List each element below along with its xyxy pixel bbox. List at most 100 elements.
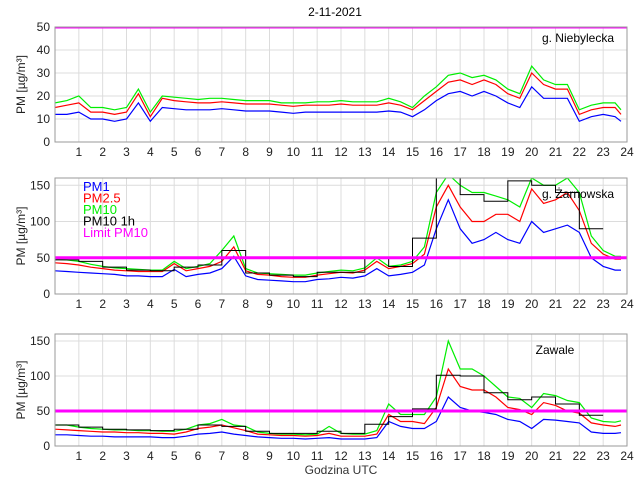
x-tick-label: 20 [525,449,539,463]
y-tick-label: 40 [37,43,51,57]
x-tick-label: 12 [334,449,348,463]
x-tick-label: 9 [266,145,273,159]
x-tick-label: 17 [453,297,467,311]
x-tick-label: 6 [195,449,202,463]
x-tick-label: 15 [406,145,420,159]
x-tick-label: 11 [311,297,324,311]
x-tick-label: 4 [147,145,154,159]
series-PM25-line [55,367,622,437]
chart-title: 2-11-2021 [308,5,362,19]
x-tick-label: 14 [382,449,396,463]
x-tick-label: 22 [573,145,587,159]
x-tick-label: 5 [171,449,178,463]
x-tick-label: 2 [99,297,106,311]
x-tick-label: 9 [266,297,273,311]
plot-series [55,178,627,283]
y-tick-label: 0 [43,287,50,301]
y-tick-label: 150 [30,334,50,348]
series-PM10-line [55,64,622,114]
x-tick-label: 3 [123,145,130,159]
station-label: g. Niebylecka [542,31,614,45]
x-tick-label: 21 [549,145,563,159]
x-tick-label: 12 [334,145,348,159]
legend-entry: Limit PM10 [83,225,148,240]
x-tick-label: 5 [171,297,178,311]
x-tick-label: 6 [195,145,202,159]
y-tick-label: 50 [37,20,51,34]
panel-1: 1 2 3 4 5 6 7 8 9 10 11 12 13 14 15 16 17 18 19 20 21 22 23 240… [14,177,634,311]
plot-series [55,339,627,440]
x-tick-label: 8 [242,449,249,463]
x-tick-label: 24 [620,449,634,463]
x-axis-label: Godzina UTC [305,463,378,477]
x-tick-label: 5 [171,145,178,159]
axes-box [54,177,628,295]
x-tick-label: 9 [266,449,273,463]
station-label: g. Żarnowska [542,187,614,201]
x-tick-label: 15 [406,297,420,311]
x-tick-label: 10 [287,145,301,159]
x-tick-label: 13 [358,449,372,463]
x-tick-label: 11 [311,449,324,463]
series-PM1-line [55,85,622,123]
panel-0: 1 2 3 4 5 6 7 8 9 10 11 12 13 14 15 16 17 18 19 20 21 22 23 240… [14,20,634,159]
x-tick-label: 18 [477,145,491,159]
x-tick-label: 24 [620,297,634,311]
x-tick-label: 20 [525,145,539,159]
x-tick-label: 23 [596,145,610,159]
legend-entry: PM10 1h [83,214,135,229]
x-tick-label: 21 [549,449,563,463]
legend-entry: PM1 [83,179,110,194]
axes-box [54,26,628,143]
x-tick-label: 20 [525,297,539,311]
x-tick-label: 15 [406,449,420,463]
x-tick-label: 22 [573,449,587,463]
y-axis-label: PM [µg/m³] [14,55,28,114]
x-tick-label: 7 [218,449,225,463]
x-tick-label: 13 [358,145,372,159]
x-tick-label: 13 [358,297,372,311]
x-tick-label: 1 [75,297,82,311]
x-tick-label: 16 [430,297,444,311]
x-tick-label: 8 [242,145,249,159]
x-tick-label: 17 [453,449,467,463]
x-tick-label: 8 [242,297,249,311]
y-tick-label: 100 [30,369,50,383]
x-tick-label: 16 [430,449,444,463]
x-tick-label: 18 [477,297,491,311]
x-tick-label: 7 [218,297,225,311]
x-tick-label: 24 [620,145,634,159]
axes-box [54,333,628,447]
series-pm10-1h-step [55,374,604,434]
station-label: Zawale [536,343,575,357]
x-tick-label: 17 [453,145,467,159]
y-axis-label: PM [µg/m³] [14,361,28,420]
x-tick-label: 16 [430,145,444,159]
x-tick-label: 1 [75,145,82,159]
series-PM1-line [55,198,621,283]
x-tick-label: 23 [596,449,610,463]
x-tick-label: 18 [477,449,491,463]
y-axis-label: PM [µg/m³] [14,207,28,266]
x-tick-label: 14 [382,145,396,159]
x-tick-label: 10 [287,449,301,463]
x-tick-label: 11 [311,145,324,159]
panel-2: 1 2 3 4 5 6 7 8 9 10 11 12 13 14 15 16 17 18 19 20 21 22 23 240… [14,333,634,463]
x-tick-label: 19 [501,145,515,159]
x-tick-label: 6 [195,297,202,311]
x-tick-label: 3 [123,297,130,311]
y-tick-label: 100 [30,215,50,229]
y-tick-label: 20 [37,89,51,103]
y-tick-label: 50 [37,251,51,265]
series-PM1-line [55,396,622,440]
y-tick-label: 0 [43,439,50,453]
x-tick-label: 22 [573,297,587,311]
y-tick-label: 10 [37,112,51,126]
x-tick-label: 14 [382,297,396,311]
series-PM25-line [55,71,622,118]
y-tick-label: 0 [43,135,50,149]
x-tick-label: 2 [99,449,106,463]
x-tick-label: 4 [147,449,154,463]
x-tick-label: 10 [287,297,301,311]
